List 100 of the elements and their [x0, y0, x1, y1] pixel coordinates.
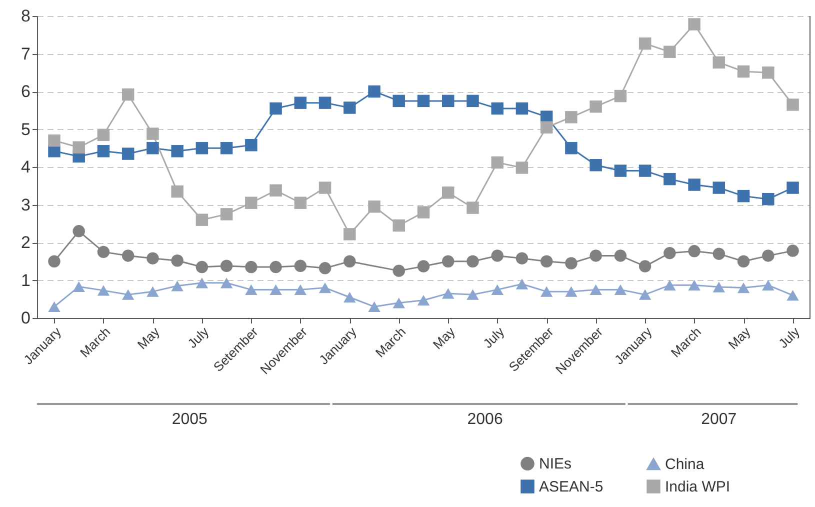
point: [97, 128, 110, 142]
point: [442, 94, 454, 108]
point: [737, 190, 750, 202]
point: [762, 250, 774, 262]
point: [220, 278, 233, 288]
point: [614, 164, 627, 177]
point: [245, 284, 258, 295]
point: [270, 284, 282, 295]
point: [442, 288, 454, 299]
point: [245, 196, 258, 209]
point: [712, 182, 726, 194]
point: [442, 255, 454, 268]
point: [417, 206, 430, 218]
x-tick-label: July: [776, 324, 803, 352]
point: [516, 252, 528, 264]
point: [638, 260, 652, 272]
point: [737, 255, 750, 268]
point: [786, 98, 799, 111]
y-tick-label: 0: [21, 308, 30, 328]
point: [565, 142, 578, 154]
point: [565, 111, 578, 124]
text: 2007: [701, 411, 737, 428]
y-tick-label: 2: [21, 233, 30, 252]
y-tick-label: 4: [21, 158, 30, 176]
point: [368, 85, 380, 98]
point: [171, 254, 184, 267]
point: [97, 246, 110, 258]
point: [516, 102, 528, 115]
point: [762, 280, 774, 290]
point: [48, 301, 60, 312]
point: [540, 286, 553, 297]
point: [196, 214, 208, 226]
point: [196, 278, 208, 288]
x-tick-label: May: [134, 324, 163, 352]
point: [245, 138, 258, 152]
point: [294, 196, 307, 209]
point: [590, 158, 602, 172]
point: [318, 262, 332, 274]
point: [491, 250, 504, 262]
point: [392, 219, 406, 232]
legend-label: India WPI: [665, 478, 730, 496]
y-tick-label: 5: [21, 120, 30, 139]
point: [688, 245, 700, 258]
point: [392, 264, 406, 277]
point: [146, 252, 159, 264]
point: [590, 100, 602, 113]
point: [196, 142, 208, 154]
point: [270, 102, 282, 115]
point: [540, 121, 553, 134]
point: [614, 250, 627, 262]
point: [344, 102, 356, 114]
point: [97, 145, 110, 158]
point: [590, 250, 602, 262]
point: [220, 142, 233, 154]
point: [72, 225, 85, 238]
point: [368, 301, 380, 312]
point: [762, 192, 774, 206]
y-tick-label: 3: [21, 195, 30, 214]
point: [392, 94, 406, 108]
point: [712, 248, 726, 260]
point: [737, 282, 750, 294]
point: [664, 280, 676, 290]
point: [294, 260, 307, 272]
point: [712, 56, 726, 69]
point: [638, 37, 652, 50]
point: [48, 255, 60, 268]
point: [712, 282, 726, 292]
x-tick-label: May: [430, 324, 458, 352]
point: [565, 286, 578, 297]
point: [72, 141, 85, 154]
x-tick-label: May: [725, 324, 754, 352]
point: [220, 260, 233, 272]
x-tick-label: July: [184, 324, 212, 352]
point: [344, 228, 356, 240]
point: [565, 257, 578, 270]
point: [786, 290, 799, 301]
point: [516, 162, 528, 174]
y-tick-label: 8: [21, 6, 30, 26]
point: [540, 255, 553, 268]
point: [196, 260, 208, 274]
point: [220, 208, 233, 220]
point: [72, 281, 85, 292]
point: [638, 289, 652, 300]
point: [614, 284, 627, 295]
point: [466, 289, 479, 300]
point: [417, 260, 430, 272]
point: [270, 184, 282, 197]
y-tick-label: 7: [21, 44, 30, 64]
legend-label: NIEs: [539, 456, 572, 473]
point: [122, 250, 134, 262]
legend-label: ASEAN-5: [539, 478, 604, 496]
point: [466, 94, 479, 108]
point: [318, 96, 332, 109]
point: [270, 260, 282, 274]
point: [688, 18, 700, 30]
point: [146, 128, 159, 140]
point: [491, 102, 504, 115]
point: [171, 185, 184, 198]
point: [466, 255, 479, 268]
point: [688, 178, 700, 191]
